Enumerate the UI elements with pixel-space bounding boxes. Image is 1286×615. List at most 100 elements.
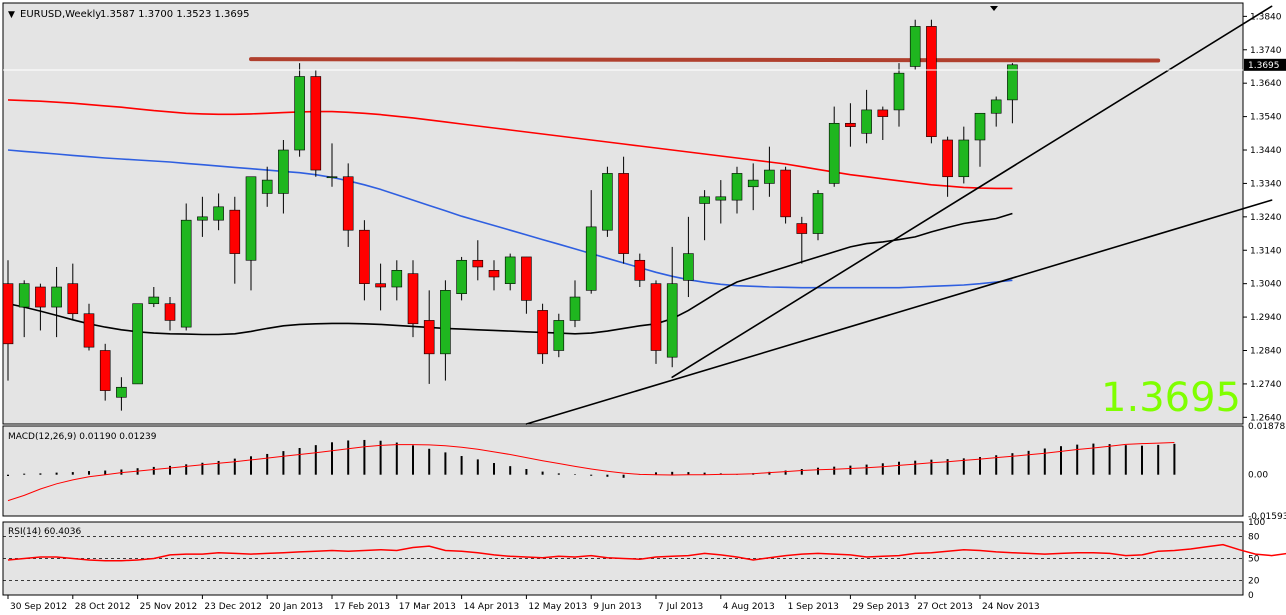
bear-candle-body <box>229 209 241 254</box>
candle <box>764 146 775 197</box>
bear-candle-body <box>926 26 937 137</box>
bear-candle-body <box>537 310 548 355</box>
candle <box>731 166 743 214</box>
candle <box>634 253 646 288</box>
candle <box>261 166 273 207</box>
price-tick-label: 1.2940 <box>1250 313 1282 323</box>
candle <box>650 280 662 364</box>
candle <box>132 303 143 385</box>
time-tick-label: 30 Sep 2012 <box>10 602 67 612</box>
resistance-line[interactable] <box>249 57 1161 63</box>
candle <box>926 19 937 144</box>
price-tick-label: 1.3340 <box>1250 179 1282 189</box>
candle <box>18 280 30 338</box>
macd-tick-label: -0.01593 <box>1248 512 1286 522</box>
bear-candle-body <box>423 320 435 355</box>
candle <box>488 260 500 291</box>
current-price-badge <box>1244 58 1286 71</box>
candle <box>974 112 986 167</box>
bull-candle-body <box>715 196 727 201</box>
macd-series <box>7 439 1176 502</box>
window-shift-icon[interactable] <box>990 6 998 11</box>
bull-candle-body <box>148 296 160 305</box>
bull-candle-body <box>699 196 710 204</box>
bull-candle-body <box>683 253 694 281</box>
macd-axis: 0.01878 0.00 -0.01593 <box>1248 422 1286 522</box>
bull-candle-body <box>116 386 127 398</box>
macd-panel[interactable] <box>2 425 1244 517</box>
candle <box>67 263 79 321</box>
time-tick-label: 25 Nov 2012 <box>140 602 198 612</box>
candle <box>51 266 62 338</box>
time-tick-label: 14 Apr 2013 <box>464 602 520 612</box>
bear-candle-body <box>845 122 856 127</box>
bear-candle-body <box>83 313 95 348</box>
bear-candle-body <box>164 303 176 321</box>
bear-candle-body <box>780 169 791 218</box>
candle <box>812 190 824 241</box>
candle <box>893 63 905 127</box>
trendlines[interactable] <box>249 5 1273 425</box>
bear-candle-body <box>521 256 532 301</box>
candles <box>2 19 1018 411</box>
support-trendline-2[interactable] <box>671 5 1273 379</box>
candle <box>375 263 386 311</box>
bear-candle-body <box>472 259 484 268</box>
time-tick-label: 12 May 2013 <box>528 602 587 612</box>
bull-candle-body <box>391 270 403 288</box>
time-tick-label: 23 Dec 2012 <box>204 602 262 612</box>
bear-candle-body <box>796 223 808 234</box>
bear-candle-body <box>35 286 46 308</box>
candle <box>278 139 289 214</box>
candle <box>326 143 338 187</box>
rsi-tick-label: 0 <box>1248 591 1254 601</box>
candle <box>391 260 403 301</box>
dropdown-arrow-icon[interactable]: ▼ <box>8 10 15 20</box>
price-tick-label: 1.3140 <box>1250 246 1282 256</box>
candle <box>245 176 257 291</box>
candle <box>99 343 111 401</box>
price-axis: 1.3840 1.3740 1.3640 1.3540 1.3440 1.3340 1.32… <box>1243 12 1286 423</box>
macd-label: MACD(12,26,9) 0.01190 0.01239 <box>8 432 157 442</box>
bear-candle-body <box>942 139 953 178</box>
candle <box>197 196 208 237</box>
bear-candle-body <box>375 283 386 288</box>
candle <box>958 126 970 184</box>
time-axis: 30 Sep 2012 28 Oct 2012 25 Nov 2012 23 Dec … <box>7 595 1040 612</box>
bull-candle-body <box>294 76 305 151</box>
bear-candle-body <box>488 270 500 278</box>
price-tick-label: 1.2840 <box>1250 346 1282 356</box>
candle <box>553 313 565 358</box>
bull-candle-body <box>553 320 565 351</box>
time-tick-label: 20 Jan 2013 <box>269 602 323 612</box>
time-tick-label: 28 Oct 2012 <box>75 602 131 612</box>
rsi-tick-label: 50 <box>1248 555 1260 565</box>
rsi-label: RSI(14) 60.4036 <box>8 527 81 537</box>
bull-candle-body <box>569 296 581 321</box>
candle <box>504 253 516 291</box>
bull-candle-body <box>764 169 775 184</box>
candle <box>2 260 14 381</box>
bull-candle-body <box>974 112 986 141</box>
moving-averages <box>7 99 1013 336</box>
support-trendline-1[interactable] <box>525 199 1273 425</box>
bull-candle-body <box>18 283 30 308</box>
bull-candle-body <box>1007 64 1018 101</box>
price-tick-label: 1.3040 <box>1250 280 1282 290</box>
bull-candle-body <box>666 283 678 358</box>
bear-candle-body <box>634 259 646 281</box>
bull-candle-body <box>861 109 872 134</box>
time-tick-label: 27 Oct 2013 <box>917 602 973 612</box>
candle <box>990 96 1002 127</box>
time-tick-label: 17 Mar 2013 <box>399 602 456 612</box>
candle <box>180 203 192 331</box>
price-tick-label: 1.3440 <box>1250 146 1282 156</box>
bull-candle-body <box>197 216 208 221</box>
bear-candle-body <box>618 173 629 254</box>
candle <box>699 190 710 241</box>
bull-candle-body <box>909 26 921 67</box>
price-tick-label: 1.3540 <box>1250 113 1282 123</box>
big-price-label: 1.3695 <box>1101 375 1241 421</box>
symbol-label: EURUSD,Weekly <box>20 9 101 20</box>
